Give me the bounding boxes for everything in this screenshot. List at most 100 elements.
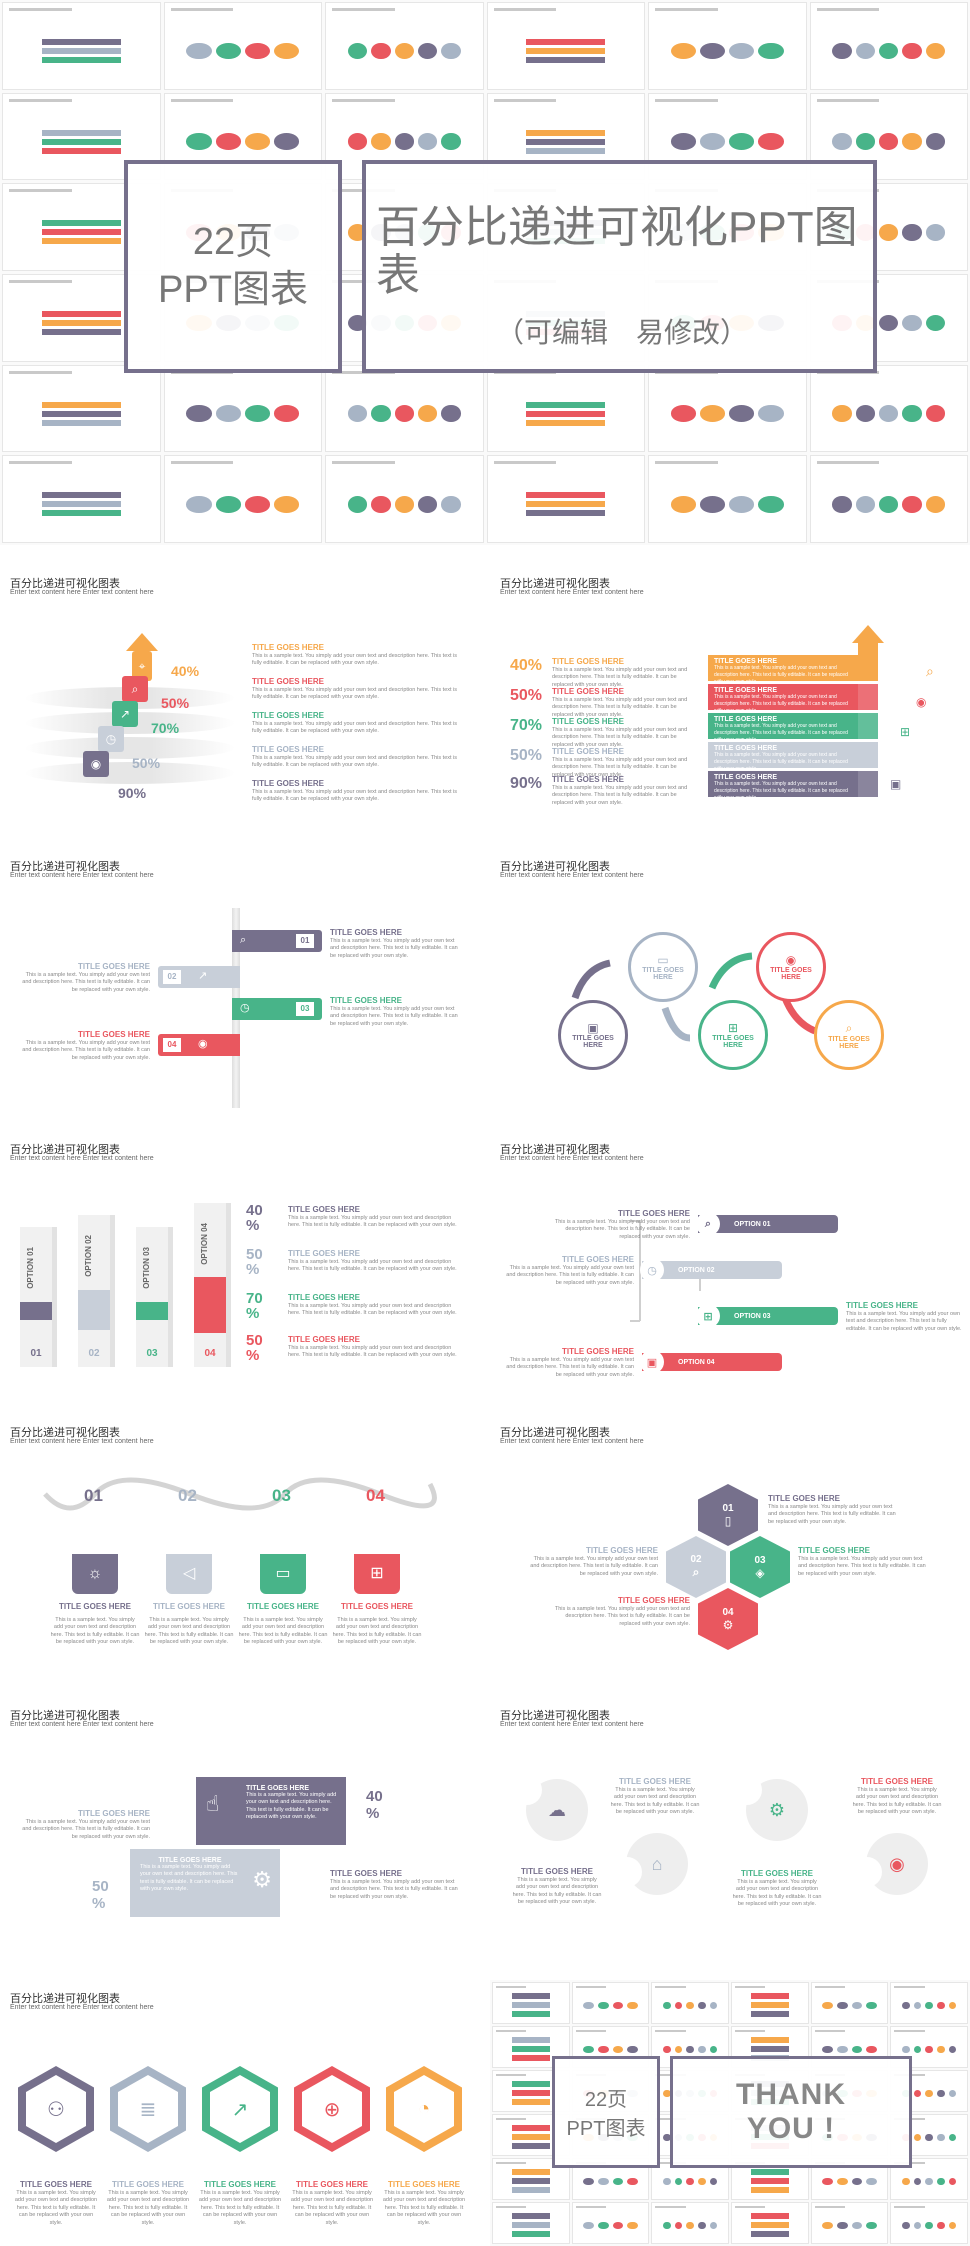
hex-step-1: 01 ▯ [698,1484,758,1546]
slide-7: 百分比递进可视化图表 Enter text content here Enter… [0,1414,485,1697]
slide-subtitle: Enter text content here Enter text conte… [500,1438,644,1445]
text-block: TITLE GOES HERE This is a sample text. Yo… [252,643,458,667]
user-icon: ◉ [198,1038,208,1050]
user-icon: ◉ [83,751,109,777]
callout-box: ☝ TITLE GOES HERE This is a sample text. … [196,1777,346,1845]
hex-icon-frame: ⊕ [294,2066,370,2152]
text-block: TITLE GOES HERE This is a sample text. Yo… [552,717,688,748]
user-icon: ◉ [889,1853,905,1874]
pillar-2: OPTION 02 02 [78,1215,110,1367]
text-block: TITLE GOES HERE This is a sample text. Yo… [288,1293,457,1317]
slide-thumbnail [492,2026,570,2068]
globe-search-icon: ⊕ [302,2075,362,2143]
text-block: TITLE GOES HERE This is a sample text. Yo… [106,2180,190,2226]
slide-thumbnail [325,455,484,543]
slide-thumbnail [890,1982,968,2024]
pct-label: 50% [161,695,190,711]
slide-thumbnail [651,2202,729,2244]
chart-icon: ↗ [210,2075,270,2143]
slide-thumbnail [890,2202,968,2244]
search-icon: ⌕ [240,934,247,946]
bar-row: TITLE GOES HERE This is a sample text. Yo… [708,655,858,685]
slide-subtitle: Enter text content here Enter text conte… [10,2004,154,2011]
end-pages-sub: PPT图表 [566,2118,646,2140]
slide-title: 百分比递进可视化图表 [500,1710,610,1722]
slide-thumbnail [648,455,807,543]
flow-arrows [571,952,817,1042]
step-number: 04 [163,1038,181,1052]
cart-icon: ⊞ [696,1304,720,1328]
slide-subtitle: Enter text content here Enter text conte… [500,1155,644,1162]
pct-label: 90% [510,775,543,792]
hex-icon-frame: ⚇ [18,2066,94,2152]
text-block: TITLE GOES HERE This is a sample text. Yo… [552,775,688,806]
text-block: TITLE GOES HERE This is a sample text. Yo… [14,2180,98,2226]
slide-thumbnail [648,364,807,453]
slide-thumbnail [730,2202,809,2244]
step-number: 02 [163,970,181,984]
slide-thumbnail [163,364,322,453]
text-block: TITLE GOES HERE This is a sample text. Yo… [288,1249,457,1273]
text-block: TITLE GOES HERE This is a sample text. Yo… [332,1602,422,1646]
clock-icon: ◷ [640,1258,664,1282]
slide-11: 百分比递进可视化图表 Enter text content here Enter… [0,1980,485,2246]
truck-icon: ▣ [890,777,902,791]
pct-label: 40% [171,663,200,679]
text-block: TITLE GOES HERE This is a sample text. Yo… [506,1255,634,1286]
text-block: TITLE GOES HERE This is a sample text. Yo… [732,1869,822,1908]
cover-section: 22页 PPT图表 百分比递进可视化PPT图表 （可编辑 易修改） [0,0,970,545]
slide-1: 百分比递进可视化图表 Enter text content here Enter… [0,565,485,848]
slide-title: 百分比递进可视化图表 [500,1144,610,1156]
option-tab: ⊞ OPTION 03 [696,1304,838,1328]
search-icon: ⌕ [926,663,934,679]
bar-row: TITLE GOES HERE This is a sample text. Yo… [708,713,858,743]
text-block: TITLE GOES HERE This is a sample text. Yo… [512,1867,602,1906]
truck-icon: ▣ [587,1021,599,1035]
slide-subtitle: Enter text content here Enter text conte… [10,1721,154,1728]
step-number: 03 [732,1775,762,1805]
text-block: TITLE GOES HERE This is a sample text. Yo… [330,1869,458,1900]
slide-title: 百分比递进可视化图表 [10,1993,120,2005]
text-block: TITLE GOES HERE This is a sample text. Yo… [22,962,150,993]
slide-thumbnail [486,364,645,453]
hex-step-4: 04 ⚙ [698,1588,758,1650]
text-block: TITLE GOES HERE This is a sample text. Yo… [252,677,458,701]
step-number: 03 [272,1486,291,1505]
database-icon: ≣ [118,2075,178,2143]
bulb-icon: ☼ [72,1554,118,1594]
text-block: TITLE GOES HERE This is a sample text. Yo… [330,996,458,1027]
pillar-4: OPTION 04 04 [194,1203,226,1367]
bar-row: TITLE GOES HERE This is a sample text. Yo… [708,742,858,772]
flow-circle: ◉ TITLE GOES HERE [756,932,826,1002]
slide-title: 百分比递进可视化图表 [10,1710,120,1722]
chart-icon: ↗ [112,701,138,727]
slide-thumbnail [648,2,807,90]
slide-thumbnail [651,1982,729,2024]
slide-title: 百分比递进可视化图表 [10,1144,120,1156]
text-block: TITLE GOES HERE This is a sample text. Yo… [252,779,458,803]
hex-step-3: 03 ◈ [730,1536,790,1598]
like-icon: ☝ [206,1791,220,1816]
text-block: TITLE GOES HERE This is a sample text. Yo… [846,1301,962,1332]
thanks-line-2: YOU ! [746,2112,836,2145]
flow-circle: ▭ TITLE GOES HERE [628,932,698,1002]
text-block: TITLE GOES HERE This is a sample text. Yo… [554,1596,690,1627]
slide-thumbnail [486,2,645,90]
slide-thumbnail [809,92,968,181]
search-icon: ⌕ [696,1212,720,1236]
step-number: 02 [178,1486,197,1505]
text-block: TITLE GOES HERE This is a sample text. Yo… [252,745,458,769]
thanks-line-1: THANK [736,2078,846,2111]
slide-thumbnail [730,1982,809,2024]
text-block: TITLE GOES HERE This is a sample text. Yo… [610,1777,700,1816]
end-pages-box: 22页 PPT图表 [552,2056,660,2168]
text-block: TITLE GOES HERE This is a sample text. Yo… [144,1602,234,1646]
group-icon: ⚇ [26,2075,86,2143]
cover-pages: 22页 [192,221,274,263]
text-block: TITLE GOES HERE This is a sample text. Yo… [506,1347,634,1378]
clock-icon: ◷ [98,726,124,752]
slide-thumbnail [2,364,161,453]
slide-10: 百分比递进可视化图表 Enter text content here Enter… [490,1697,970,1980]
search-icon: ⌕ [845,1020,853,1035]
megaphone-icon: ◁ [166,1554,212,1594]
